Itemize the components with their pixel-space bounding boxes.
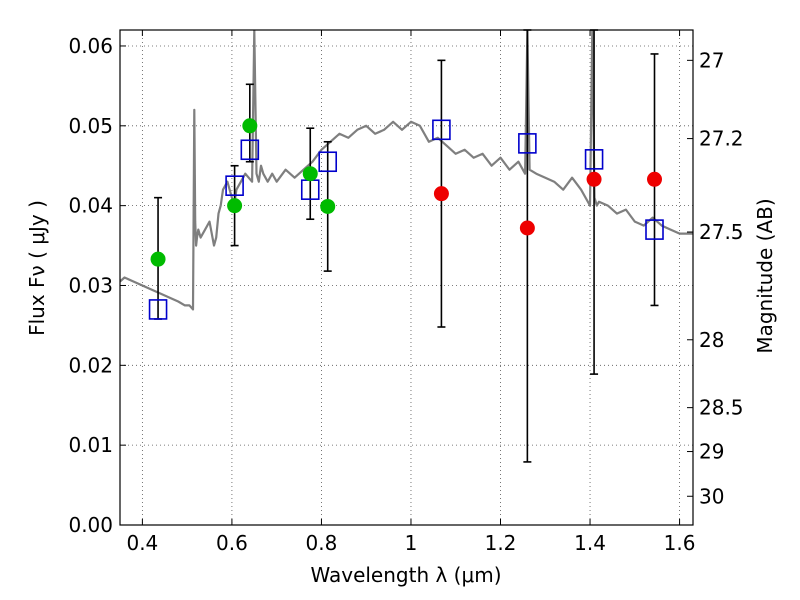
y-tick-label: 0.01 [68, 433, 113, 457]
model-spectrum [120, 30, 693, 311]
square-marker [645, 219, 664, 240]
right-tick-label: 27 [699, 48, 724, 72]
circle-marker [519, 220, 535, 236]
square-marker [240, 139, 260, 161]
data-points [148, 118, 664, 320]
square-marker [148, 299, 168, 320]
right-tick-label: 30 [699, 484, 724, 508]
square-marker [518, 133, 537, 154]
y-tick-label: 0.03 [68, 273, 113, 297]
model-spectrum-line [120, 30, 693, 311]
circle-marker [150, 251, 166, 267]
right-tick-label: 27.5 [699, 220, 744, 244]
x-tick-label: 1.2 [485, 531, 517, 555]
y-tick-label: 0.05 [68, 114, 113, 138]
square-marker [225, 175, 244, 196]
circle-marker [242, 118, 258, 134]
right-axis-label: Magnitude (AB) [753, 198, 777, 353]
y-tick-label: 0.04 [68, 194, 113, 218]
circle-marker [320, 198, 336, 214]
x-axis-label: Wavelength λ (μm) [310, 563, 501, 587]
y-tick-label: 0.02 [68, 353, 113, 377]
grid [120, 30, 693, 526]
x-tick-label: 1.4 [574, 531, 606, 555]
circle-marker [302, 166, 318, 182]
x-ticks: 0.4 0.6 0.8 1 1.2 1.4 1.6 [126, 30, 695, 555]
right-tick-label: 29 [699, 440, 724, 464]
right-tick-label: 27.2 [699, 127, 744, 151]
y-ticks: 0.00 0.01 0.02 0.03 0.04 0.05 0.06 [68, 34, 126, 537]
plot-frame [119, 29, 694, 526]
y-axis-label: Flux Fν ( μJy ) [25, 200, 49, 336]
x-tick-label: 0.4 [126, 531, 158, 555]
square-marker [432, 119, 451, 141]
x-tick-label: 1 [405, 531, 418, 555]
square-marker [584, 149, 604, 170]
y-tick-label: 0.06 [68, 34, 113, 58]
right-tick-label: 28.5 [699, 396, 744, 420]
right-ticks: 27 27.2 27.5 28 28.5 29 30 [687, 48, 744, 508]
square-marker [318, 151, 338, 173]
x-tick-label: 0.6 [216, 531, 248, 555]
circle-marker [647, 171, 663, 187]
right-tick-label: 28 [699, 328, 724, 352]
circle-marker [433, 186, 449, 202]
x-tick-label: 1.6 [664, 531, 696, 555]
x-tick-label: 0.8 [306, 531, 338, 555]
circle-marker [227, 198, 243, 214]
y-tick-label: 0.00 [68, 513, 113, 537]
circle-marker [586, 171, 602, 187]
